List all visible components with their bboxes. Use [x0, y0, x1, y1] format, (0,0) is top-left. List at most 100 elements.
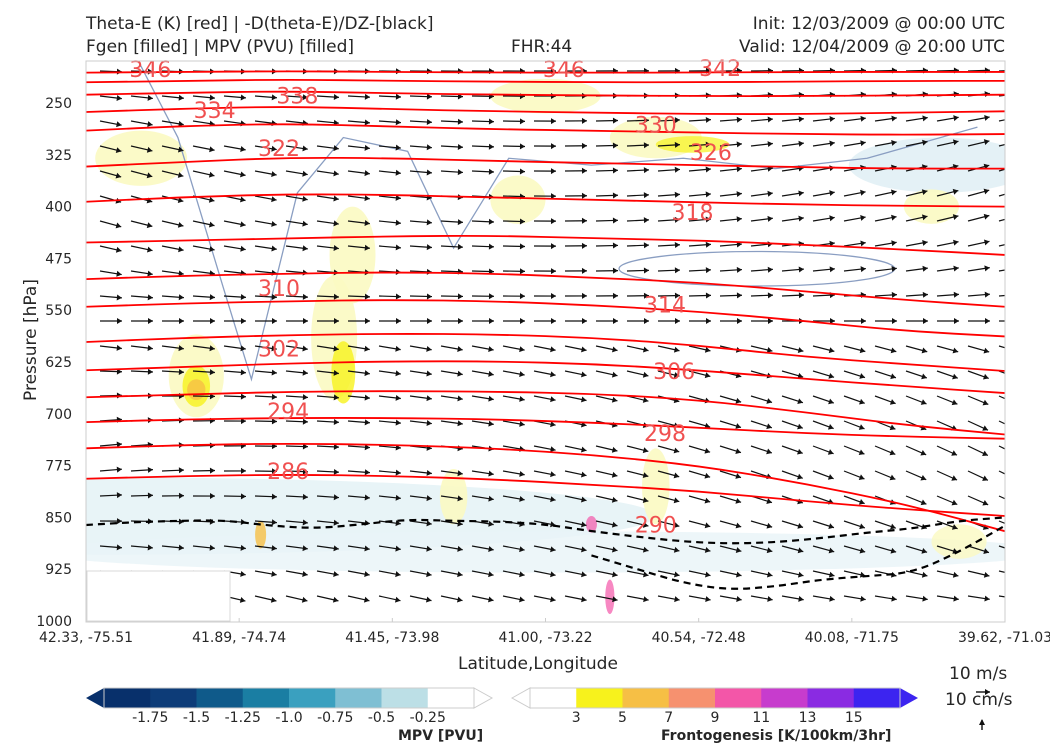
wind-vector-head — [177, 221, 184, 228]
fgen-colorbar-tick: 13 — [799, 710, 817, 726]
wind-vector-head — [983, 373, 989, 380]
wind-vector-head — [209, 369, 215, 376]
filled-contour-patch — [454, 6, 546, 34]
wind-vector-head — [302, 94, 308, 101]
wind-vector-head — [302, 394, 308, 401]
wind-vector-head — [829, 190, 835, 197]
wind-vector-head — [890, 347, 897, 354]
wind-vector-head — [920, 499, 927, 506]
filled-contour-patch — [490, 175, 546, 224]
wind-vector-head — [921, 347, 928, 354]
wind-vector-head — [611, 371, 618, 378]
wind-vector-head — [982, 425, 989, 431]
wind-vector-head — [983, 213, 990, 220]
wind-vector-head — [674, 318, 680, 325]
mpv-colorbar-tick: -1.75 — [132, 710, 168, 726]
wind-vector-head — [457, 346, 463, 352]
wind-vector-head — [891, 214, 897, 221]
mpv-colorbar-segment — [289, 688, 336, 708]
fgen-colorbar-tick: 15 — [845, 710, 863, 726]
wind-vector-head — [519, 168, 525, 175]
wind-vector-head — [736, 241, 742, 248]
wind-vector-head — [333, 195, 339, 202]
wind-vector-head — [612, 117, 618, 124]
wind-vector-head — [333, 369, 339, 376]
wind-vector-head — [488, 520, 494, 527]
wind-vector-head — [827, 449, 834, 455]
wind-vector-head — [920, 474, 927, 481]
wind-vector-head — [642, 397, 649, 403]
wind-vector-head — [209, 544, 215, 551]
wind-vector-head — [550, 143, 556, 150]
wind-vector-head — [673, 346, 680, 353]
wind-vector — [998, 420, 1005, 425]
wind-vector-head — [332, 596, 339, 603]
mpv-colorbar-segment — [196, 688, 244, 708]
y-tick-label: 325 — [45, 148, 72, 164]
wind-vector-head — [581, 521, 587, 528]
wind-vector-head — [364, 444, 370, 451]
wind-vector-head — [208, 171, 215, 178]
wind-vector-head — [302, 418, 308, 425]
wind-vector-head — [395, 119, 401, 126]
mpv-colorbar-label: MPV [PVU] — [398, 728, 484, 744]
wind-vector-head — [581, 371, 587, 378]
wind-vector-head — [860, 140, 866, 147]
wind-vector-head — [767, 116, 773, 123]
wind-vector-head — [426, 144, 432, 151]
wind-vector-head — [858, 424, 865, 430]
wind-vector-head — [612, 217, 618, 224]
wind-vector-head — [735, 423, 742, 429]
wind-vector-head — [209, 467, 215, 474]
wind-vector-head — [1013, 451, 1019, 456]
fgen-colorbar-segment — [530, 688, 577, 708]
wind-vector-head — [364, 345, 370, 352]
wind-vector-head — [736, 318, 742, 325]
wind-vector-head — [612, 167, 618, 174]
wind-vector-head — [798, 140, 804, 147]
wind-vector-head — [425, 596, 432, 603]
x-tick-label: 42.33, -75.51 — [39, 630, 133, 646]
wind-vector-head — [921, 214, 928, 221]
reference-vector-vertical-head — [979, 719, 985, 725]
wind-vector-head — [333, 394, 339, 401]
wind-vector-head — [1015, 265, 1020, 271]
wind-vector-head — [953, 265, 959, 272]
mpv-colorbar-extend-high — [473, 687, 494, 709]
fgen-colorbar-segment — [668, 688, 716, 708]
wind-vector-head — [643, 117, 649, 124]
wind-vector — [998, 470, 1005, 475]
wind-vector-head — [271, 293, 277, 300]
wind-vector-head — [333, 545, 339, 552]
wind-vector-head — [457, 370, 463, 377]
wind-vector-head — [982, 500, 989, 506]
wind-vector-head — [828, 398, 834, 405]
wind-vector-head — [426, 93, 432, 100]
wind-vector-head — [766, 522, 773, 529]
wind-vector-head — [209, 94, 215, 101]
wind-vector-head — [1015, 214, 1021, 220]
wind-vector-head — [395, 345, 401, 352]
wind-vector-head — [426, 420, 432, 426]
wind-vector-head — [642, 472, 649, 479]
chart-title-line2: Fgen [filled] | MPV (PVU) [filled] — [86, 37, 355, 57]
wind-vector — [998, 545, 1005, 549]
wind-vector-head — [333, 494, 339, 501]
wind-vector-head — [457, 420, 463, 427]
wind-vector-head — [797, 571, 804, 578]
wind-vector-head — [674, 267, 680, 274]
wind-vector-head — [674, 141, 680, 148]
x-tick-label: 40.54, -72.48 — [652, 630, 746, 646]
wind-vector-head — [395, 194, 401, 201]
wind-vector-head — [271, 317, 277, 324]
ddz-contour — [591, 524, 1005, 590]
wind-vector-head — [766, 423, 772, 430]
wind-vector-head — [921, 189, 928, 196]
wind-vector-head — [922, 265, 928, 272]
wind-vector-head — [395, 419, 401, 426]
wind-vector-head — [302, 317, 308, 324]
wind-vector-head — [798, 266, 804, 273]
wind-vector-head — [984, 318, 990, 325]
wind-vector-head — [1015, 572, 1021, 578]
wind-vector-head — [519, 143, 525, 150]
